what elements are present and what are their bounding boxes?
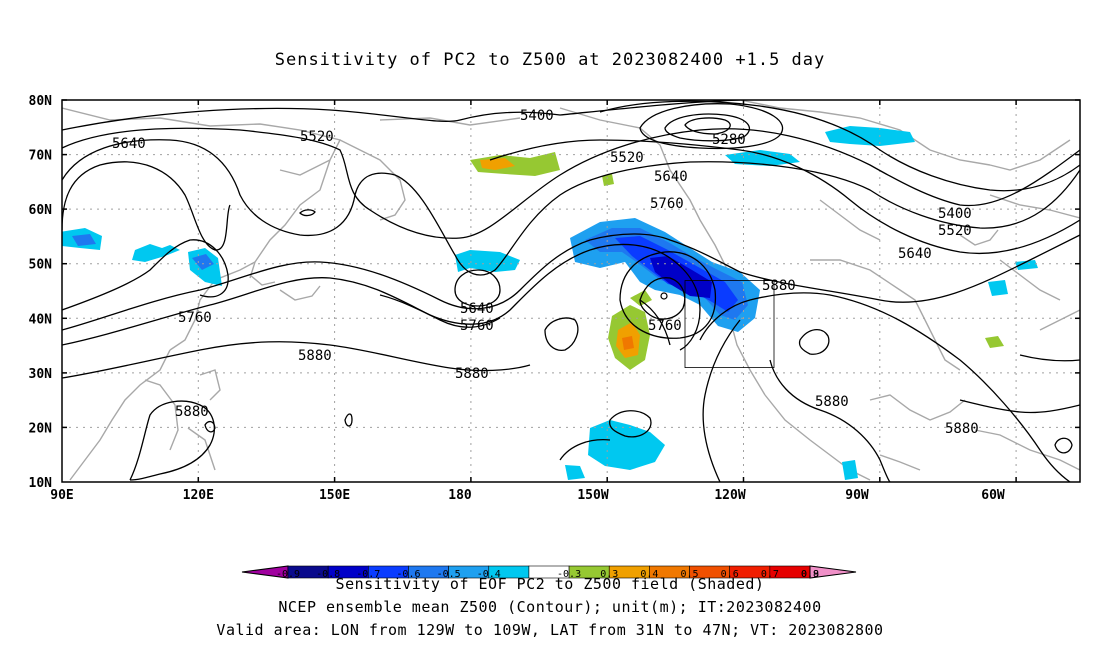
lon-label: 60W: [981, 488, 1005, 503]
colorbar-level-label: -0.6: [396, 569, 420, 580]
lon-label: 150E: [319, 488, 350, 503]
lat-label: 50N: [29, 258, 53, 273]
contour-label: 5640: [654, 169, 688, 185]
lat-label: 10N: [29, 476, 53, 491]
colorbar-level-label: -0.8: [316, 569, 340, 580]
contour-label: 5520: [300, 129, 334, 145]
lat-label: 70N: [29, 149, 53, 164]
contour-label: 5880: [945, 421, 979, 437]
contour-label: 5640: [112, 136, 146, 152]
lat-label: 30N: [29, 367, 53, 382]
colorbar-level-label: 0.8: [801, 569, 819, 580]
caption-contour: NCEP ensemble mean Z500 (Contour); unit(…: [278, 598, 822, 616]
contour-label: 5760: [650, 196, 684, 212]
contour-label: 5400: [938, 206, 972, 222]
lon-label: 120W: [714, 488, 745, 503]
contour-label: 5640: [898, 246, 932, 262]
valid-area-box: [684, 280, 775, 369]
lon-label: 90E: [50, 488, 73, 503]
lat-label: 40N: [29, 312, 53, 327]
lon-axis: [197, 100, 1017, 482]
colorbar-level-label: 0.4: [640, 569, 658, 580]
contour-label: 5520: [938, 223, 972, 239]
lon-label: 150W: [577, 488, 608, 503]
contour-label: 5880: [762, 278, 796, 294]
contour-label: 5880: [815, 394, 849, 410]
low-center-marker: [660, 292, 668, 300]
colorbar-level-label: -0.4: [477, 569, 501, 580]
coastlines: [62, 100, 1080, 481]
lon-label: 120E: [183, 488, 214, 503]
colorbar-level-label: -0.3: [557, 569, 581, 580]
contour-label: 5400: [520, 108, 554, 124]
chart-title: Sensitivity of PC2 to Z500 at 2023082400…: [274, 50, 826, 70]
colorbar-level-label: 0.3: [600, 569, 618, 580]
colorbar: -0.9 -0.8 -0.7 -0.6 -0.5 -0.4 -0.3 0.3 0.4 0.5 0.6…: [241, 565, 857, 580]
caption-valid-area: Valid area: LON from 129W to 109W, LAT f…: [216, 621, 884, 639]
z500-contours: [62, 100, 1080, 482]
contour-label: 5280: [712, 132, 746, 148]
colorbar-level-label: 0.5: [681, 569, 699, 580]
sensitivity-shading: [62, 126, 1038, 480]
contour-label: 5880: [175, 404, 209, 420]
lat-lon-grid: [62, 100, 1080, 482]
lon-label: 180: [448, 488, 472, 503]
lat-label: 80N: [29, 94, 53, 109]
contour-label: 5760: [648, 318, 682, 334]
lon-label: 90W: [845, 488, 869, 503]
contour-label: 5760: [178, 310, 212, 326]
contour-label: 5640: [460, 301, 494, 317]
contour-label: 5520: [610, 150, 644, 166]
colorbar-level-label: 0.7: [761, 569, 779, 580]
colorbar-level-label: -0.9: [276, 569, 300, 580]
colorbar-level-label: -0.7: [356, 569, 380, 580]
contour-label: 5880: [455, 366, 489, 382]
lat-label: 60N: [29, 203, 53, 218]
caption-shading: Sensitivity of EOF PC2 to Z500 field (Sh…: [335, 575, 765, 593]
lat-label: 20N: [29, 421, 53, 436]
contour-label: 5880: [298, 348, 332, 364]
colorbar-level-label: -0.5: [437, 569, 461, 580]
colorbar-right-arrow: [809, 565, 857, 579]
map-frame: [61, 99, 1081, 483]
colorbar-level-label: 0.9: [801, 569, 819, 580]
colorbar-level-label: 0.6: [721, 569, 739, 580]
contour-label: 5760: [460, 318, 494, 334]
contour-labels: 5400 5520 5640 5280 5520 5640 5760 5400 …: [112, 108, 979, 437]
lat-axis: [62, 99, 1080, 429]
